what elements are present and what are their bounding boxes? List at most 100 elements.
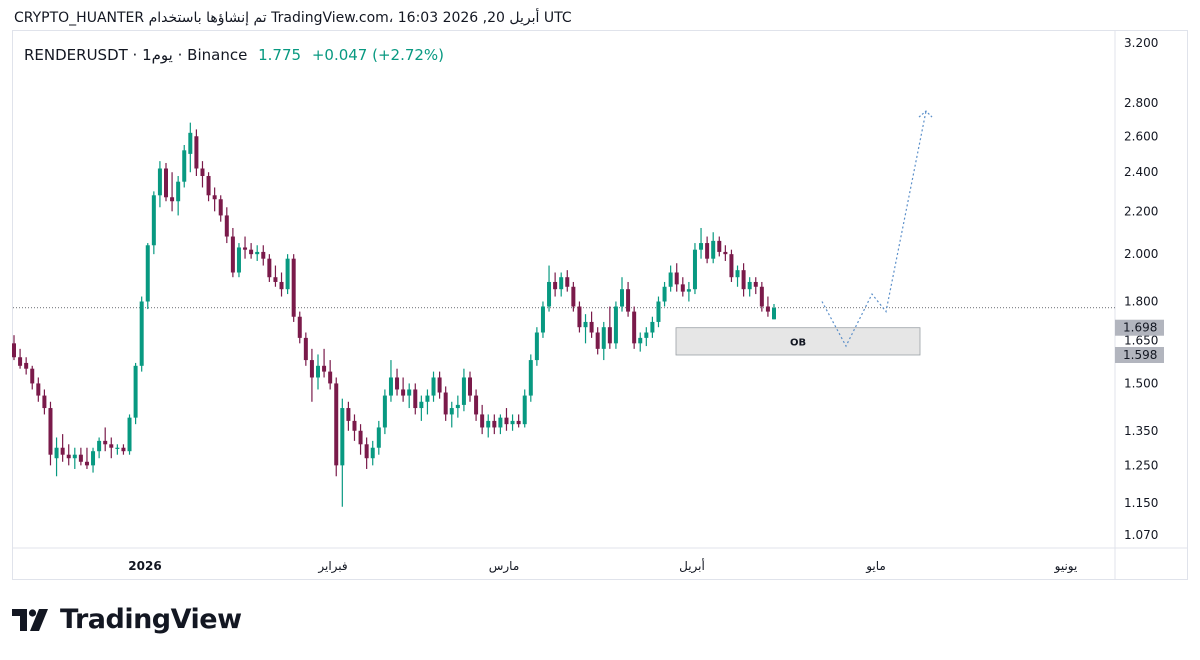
ob-level-price-label: 1.598 [1115, 346, 1164, 363]
price-tick-label: 1.500 [1124, 376, 1158, 390]
candle [650, 316, 655, 338]
candle [607, 306, 612, 349]
candle [480, 404, 485, 435]
candle [322, 348, 327, 378]
candle [583, 314, 588, 344]
candle [680, 277, 685, 297]
candle [534, 327, 539, 366]
candle [735, 265, 740, 287]
symbol-info: RENDERUSDT · 1يوم · Binance 1.775 +0.047… [24, 46, 444, 64]
candle [559, 272, 564, 297]
candle [601, 321, 606, 361]
symbol-ticker: RENDERUSDT · 1يوم · Binance [24, 46, 248, 64]
candle [84, 447, 89, 469]
candle [577, 301, 582, 333]
candle [261, 245, 266, 266]
candle [176, 175, 181, 216]
candle [370, 440, 375, 466]
candle [765, 296, 770, 317]
candle [705, 236, 710, 264]
price-tick-label: 2.000 [1124, 247, 1158, 261]
candle [492, 414, 497, 435]
candle [133, 362, 138, 425]
candle [413, 383, 418, 415]
candle [66, 444, 71, 466]
candles [12, 122, 776, 507]
candle [510, 414, 515, 431]
candle [395, 368, 400, 396]
tradingview-brand[interactable]: TradingView [12, 604, 242, 635]
candle [54, 437, 59, 477]
candle [741, 263, 746, 297]
candle [72, 447, 77, 469]
candle [772, 304, 776, 320]
candle [547, 265, 552, 312]
candle [78, 447, 83, 466]
candle [565, 270, 570, 292]
candle [486, 414, 491, 438]
candle [613, 301, 618, 349]
price-labels: 1.698 1.598 [1115, 319, 1164, 363]
price-tick-label: 2.800 [1124, 96, 1158, 110]
projection-path[interactable] [821, 110, 927, 348]
candle [200, 161, 205, 188]
price-tick-label: 1.150 [1124, 496, 1158, 510]
chart-frame [12, 30, 1188, 580]
candle [255, 245, 260, 261]
candle [249, 243, 254, 259]
candle [60, 434, 65, 462]
candle [36, 377, 41, 402]
time-axis: 2026 فبراير مارس أبريل مايو يونيو [128, 558, 1077, 574]
candle [407, 383, 412, 409]
candle [388, 360, 393, 402]
price-tick-label: 1.070 [1124, 528, 1158, 542]
candle [431, 371, 436, 402]
price-tick-label: 1.650 [1124, 334, 1158, 348]
candle [273, 265, 278, 287]
candle [455, 395, 460, 418]
candle [589, 311, 594, 338]
candle [91, 447, 96, 473]
time-tick-label: أبريل [679, 558, 705, 574]
candle [498, 414, 503, 435]
candle [401, 377, 406, 402]
candle [285, 254, 290, 295]
ob-zone[interactable]: OB [675, 327, 921, 356]
candle [48, 401, 53, 466]
price-tick-label: 2.600 [1124, 129, 1158, 143]
candle [212, 187, 217, 212]
candle [717, 236, 722, 257]
candle [382, 389, 387, 435]
candle [30, 365, 35, 390]
candle [279, 272, 284, 297]
candle [145, 243, 150, 310]
candle [151, 191, 156, 255]
candle [504, 408, 509, 431]
candle [540, 301, 545, 338]
candle [729, 249, 734, 282]
time-tick-label: مايو [865, 559, 886, 574]
candle [170, 172, 175, 212]
candle [425, 389, 430, 415]
candle [620, 277, 624, 312]
candle [97, 437, 102, 459]
candle [632, 306, 637, 349]
candle [656, 296, 661, 328]
candle [528, 354, 533, 402]
candle [182, 144, 187, 188]
candle [164, 162, 168, 202]
candle [291, 254, 296, 322]
candle [461, 368, 466, 412]
candle [12, 335, 16, 361]
candle [230, 227, 235, 278]
candle [127, 414, 132, 455]
candle [121, 444, 126, 455]
price-tick-label: 3.200 [1124, 36, 1158, 50]
candle [115, 444, 120, 455]
candle [309, 348, 314, 402]
candle [595, 327, 600, 355]
candle [206, 172, 211, 202]
candle [346, 401, 351, 431]
candle [662, 281, 667, 307]
